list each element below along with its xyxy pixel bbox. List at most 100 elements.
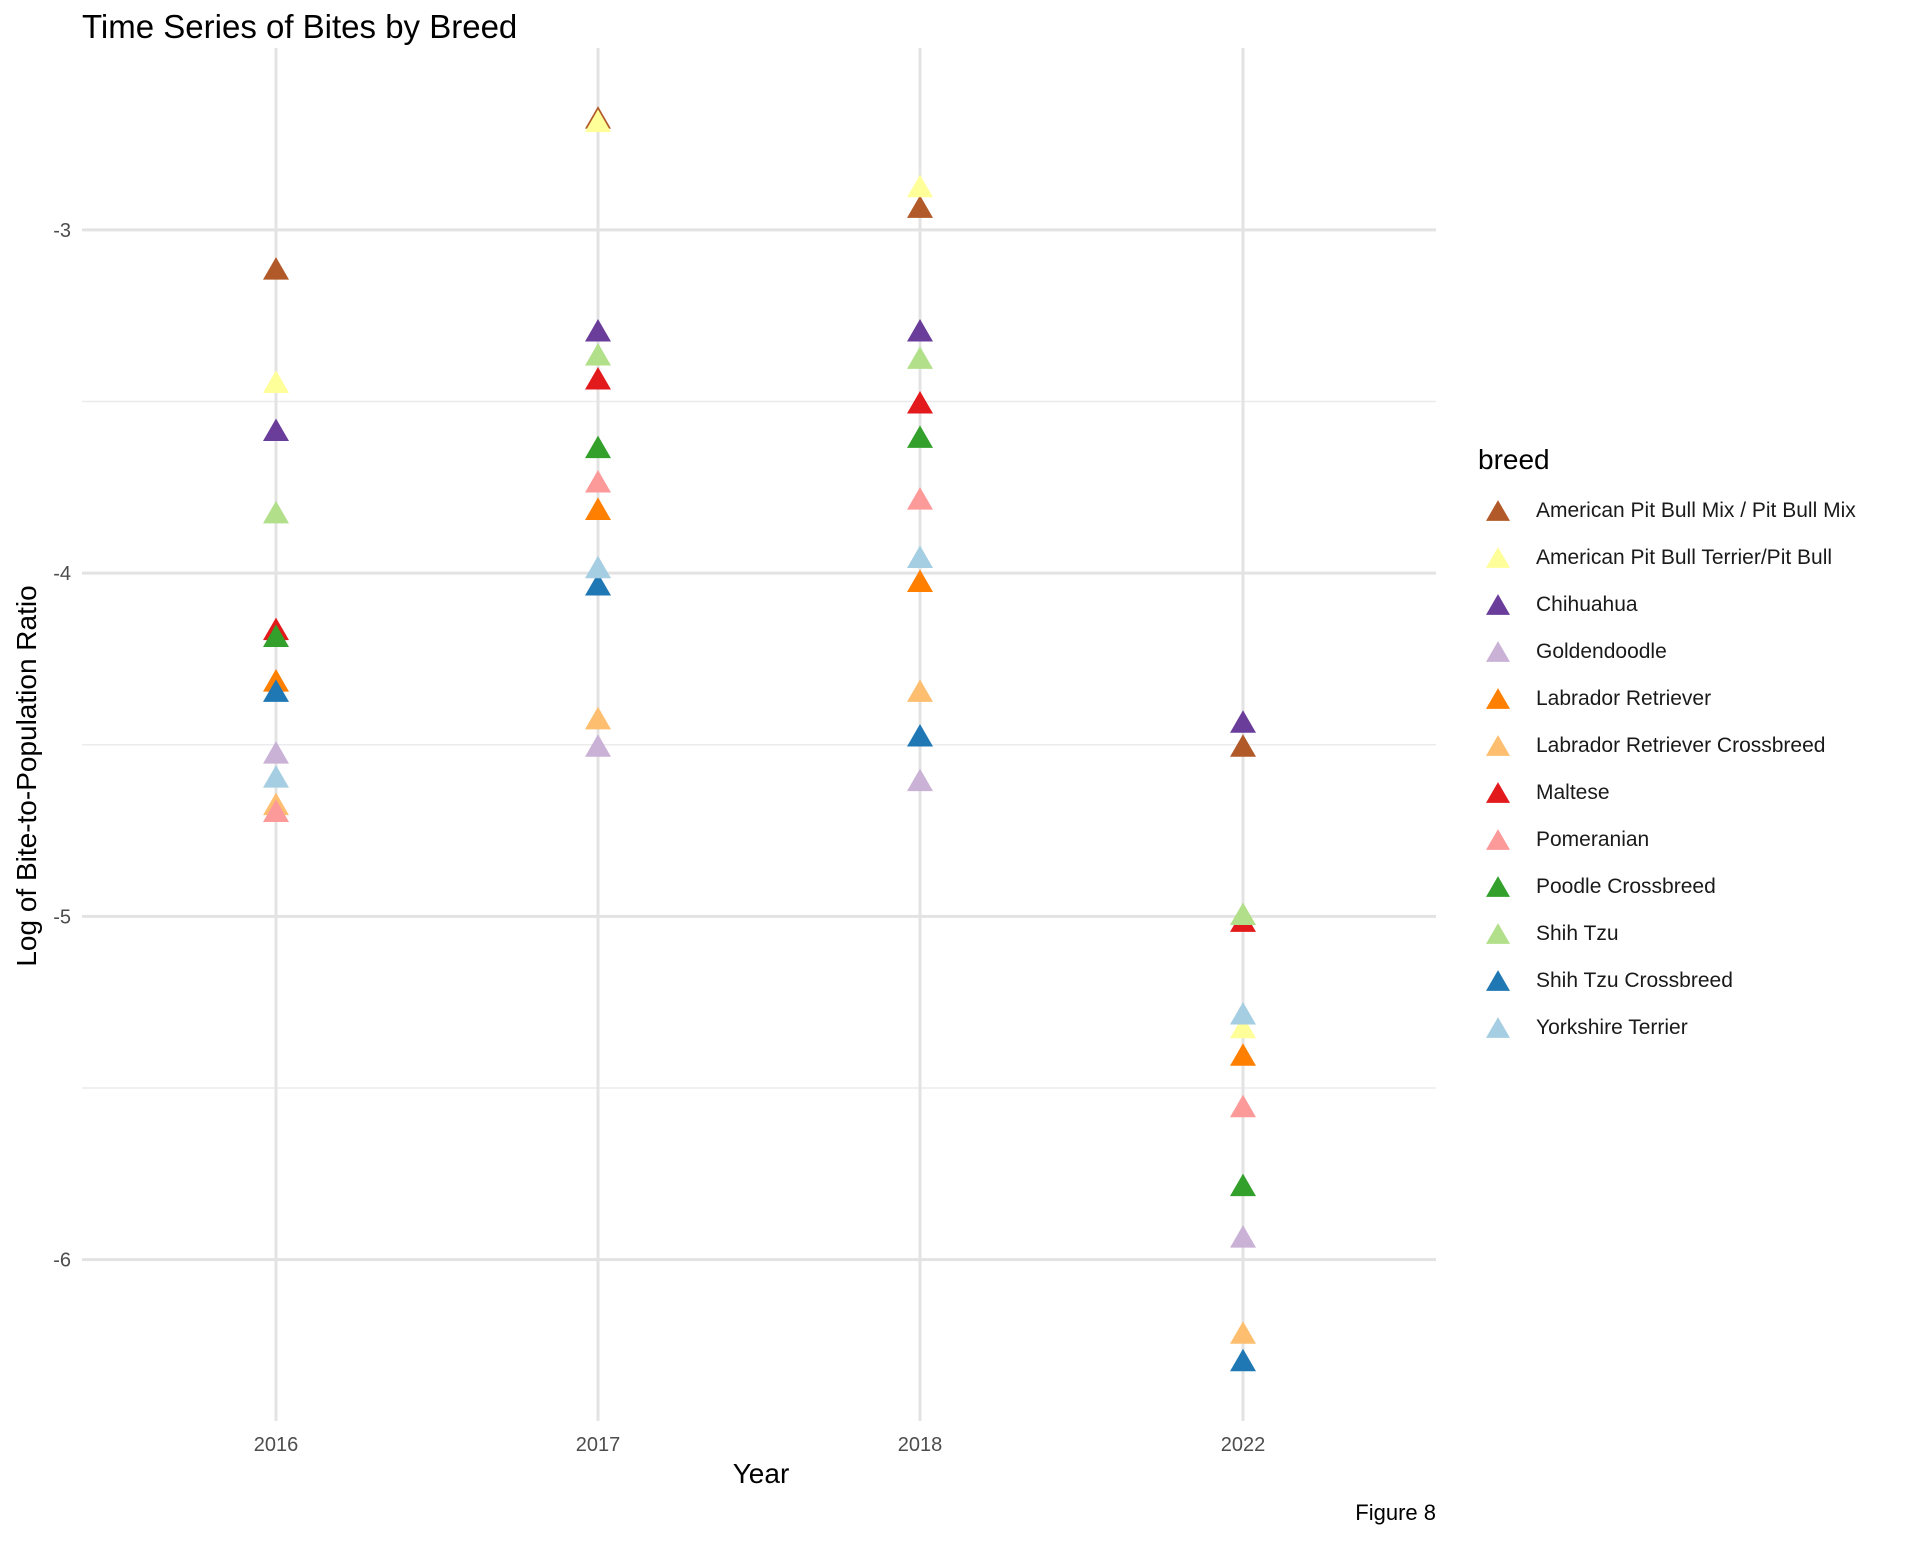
legend-label: Pomeranian: [1536, 827, 1650, 851]
legend-item: Poodle Crossbreed: [1478, 863, 1856, 910]
legend-label: Maltese: [1536, 780, 1610, 804]
legend-label: Shih Tzu Crossbreed: [1536, 968, 1733, 992]
legend-triangle-icon: [1486, 546, 1510, 568]
data-point: [1230, 734, 1256, 757]
legend-title: breed: [1478, 444, 1550, 475]
data-point: [585, 555, 611, 579]
data-point: [907, 195, 933, 218]
x-tick-label: 2017: [576, 1434, 621, 1456]
legend-label: Labrador Retriever Crossbreed: [1536, 733, 1826, 757]
legend-item: Shih Tzu Crossbreed: [1478, 957, 1856, 1004]
data-point: [907, 545, 933, 568]
data-point: [585, 497, 611, 520]
legend-triangle-icon: [1486, 640, 1510, 662]
data-point: [907, 487, 933, 510]
data-point: [907, 318, 933, 342]
legend-triangle-icon: [1486, 781, 1510, 803]
data-point: [585, 734, 611, 757]
data-point: [585, 435, 611, 459]
legend-label: Goldendoodle: [1536, 639, 1667, 663]
data-point: [1230, 1002, 1256, 1025]
y-tick-label: -3: [53, 220, 71, 242]
data-point: [907, 425, 933, 448]
legend-item: Goldendoodle: [1478, 628, 1856, 675]
legend-triangle-icon: [1486, 875, 1510, 897]
y-tick-label: -6: [53, 1250, 71, 1272]
y-axis-tick-labels: -3 -4 -5 -6: [53, 220, 71, 1272]
y-tick-label: -5: [53, 906, 71, 928]
legend-label: Yorkshire Terrier: [1536, 1015, 1688, 1039]
data-point: [585, 572, 611, 596]
data-point: [907, 569, 933, 593]
data-point: [263, 257, 289, 280]
legend: American Pit Bull Mix / Pit Bull Mix Amer…: [1478, 487, 1856, 1051]
legend-item: Labrador Retriever: [1478, 675, 1856, 722]
legend-triangle-icon: [1486, 969, 1510, 991]
data-point: [907, 346, 933, 369]
data-point: [263, 679, 289, 702]
x-tick-label: 2016: [254, 1434, 299, 1456]
data-point: [1230, 1225, 1256, 1248]
major-gridlines: [82, 48, 1436, 1421]
data-point: [1230, 710, 1256, 733]
data-point: [907, 174, 933, 198]
legend-triangle-icon: [1486, 922, 1510, 944]
data-point: [585, 706, 611, 730]
legend-item: Labrador Retriever Crossbreed: [1478, 722, 1856, 769]
legend-triangle-icon: [1486, 593, 1510, 615]
data-point: [1230, 1015, 1256, 1039]
data-point: [1230, 1348, 1256, 1372]
data-point: [585, 366, 611, 390]
chart-title: Time Series of Bites by Breed: [82, 8, 518, 45]
data-point: [263, 418, 289, 441]
data-point: [907, 768, 933, 792]
legend-triangle-icon: [1486, 1016, 1510, 1038]
data-point: [907, 391, 933, 414]
data-point: [263, 624, 289, 647]
legend-label: American Pit Bull Mix / Pit Bull Mix: [1536, 498, 1856, 522]
data-point: [1230, 1321, 1256, 1344]
x-tick-label: 2018: [898, 1434, 943, 1456]
legend-item: American Pit Bull Terrier/Pit Bull: [1478, 534, 1856, 581]
legend-triangle-icon: [1486, 687, 1510, 709]
x-tick-label: 2022: [1221, 1434, 1266, 1456]
legend-item: Pomeranian: [1478, 816, 1856, 863]
data-point: [1230, 1043, 1256, 1066]
data-point: [1230, 1094, 1256, 1118]
y-axis-title: Log of Bite-to-Population Ratio: [11, 585, 42, 967]
legend-item: American Pit Bull Mix / Pit Bull Mix: [1478, 487, 1856, 534]
legend-item: Maltese: [1478, 769, 1856, 816]
data-point: [1230, 902, 1256, 925]
data-point: [263, 799, 289, 823]
legend-triangle-icon: [1486, 734, 1510, 756]
figure-caption: Figure 8: [1355, 1500, 1436, 1525]
legend-label: Shih Tzu: [1536, 921, 1619, 945]
legend-label: Labrador Retriever: [1536, 686, 1712, 710]
data-point: [585, 469, 611, 493]
data-point: [263, 765, 289, 788]
legend-item: Shih Tzu: [1478, 910, 1856, 957]
data-point: [263, 370, 289, 393]
x-axis-title: Year: [732, 1458, 790, 1489]
legend-triangle-icon: [1486, 828, 1510, 850]
minor-gridlines: [82, 400, 1436, 1089]
data-point: [907, 679, 933, 702]
data-point: [585, 342, 611, 366]
legend-item: Chihuahua: [1478, 581, 1856, 628]
data-point: [585, 109, 611, 133]
y-tick-label: -4: [53, 563, 71, 585]
data-point: [907, 723, 933, 747]
legend-label: Chihuahua: [1536, 592, 1638, 616]
data-points: [263, 106, 1256, 1372]
legend-label: Poodle Crossbreed: [1536, 874, 1716, 898]
data-point: [585, 318, 611, 342]
data-point: [1230, 1173, 1256, 1197]
data-point: [263, 741, 289, 764]
x-axis-tick-labels: 2016 2017 2018 2022: [254, 1434, 1266, 1456]
legend-triangle-icon: [1486, 499, 1510, 521]
data-point: [263, 500, 289, 524]
legend-item: Yorkshire Terrier: [1478, 1004, 1856, 1051]
legend-label: American Pit Bull Terrier/Pit Bull: [1536, 545, 1833, 569]
